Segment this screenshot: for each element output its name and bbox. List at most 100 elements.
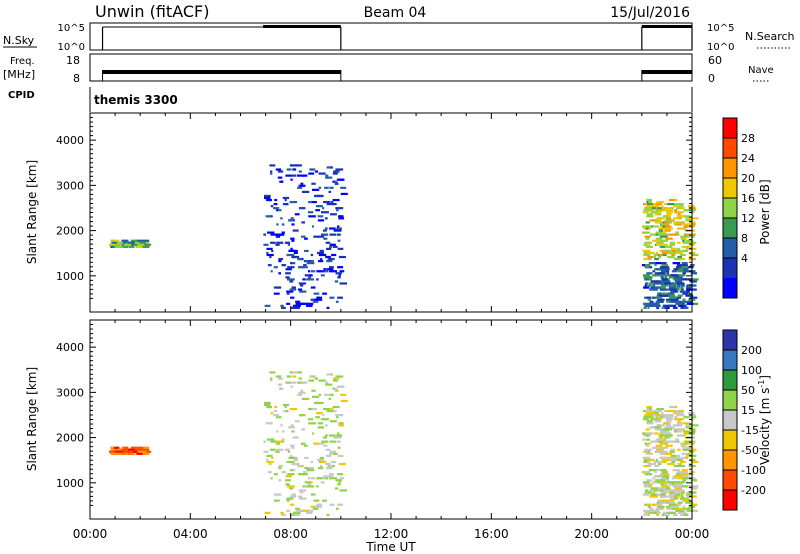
velocity-echo bbox=[663, 430, 670, 433]
velocity-echo bbox=[286, 499, 290, 502]
velocity-echo bbox=[683, 416, 689, 419]
velocity-echo bbox=[657, 505, 665, 508]
velocity-echo bbox=[288, 456, 296, 460]
power-echo bbox=[137, 239, 144, 242]
velocity-echo bbox=[666, 428, 673, 431]
velocity-echo bbox=[306, 509, 314, 512]
velocity-echo bbox=[323, 475, 327, 478]
power-echo bbox=[645, 249, 651, 253]
velocity-echo bbox=[295, 371, 302, 374]
velocity-echo bbox=[319, 477, 324, 480]
velocity-echo bbox=[336, 440, 341, 443]
power-echo bbox=[665, 225, 672, 228]
power-echo bbox=[685, 294, 693, 297]
velocity-echo bbox=[335, 414, 344, 417]
power-echo bbox=[263, 233, 267, 236]
velocity-echo bbox=[646, 458, 655, 462]
velocity-echo bbox=[661, 458, 669, 462]
velocity-echo bbox=[332, 452, 338, 455]
power-echo bbox=[660, 249, 669, 253]
power-echo bbox=[278, 259, 282, 263]
velocity-echo bbox=[656, 407, 665, 411]
velocity-echo bbox=[668, 495, 677, 498]
velocity-echo bbox=[668, 501, 676, 504]
velocity-echo bbox=[664, 428, 670, 431]
velocity-echo bbox=[643, 513, 647, 516]
power-echo bbox=[316, 235, 325, 238]
velocity-echo bbox=[671, 456, 676, 460]
velocity-echo bbox=[663, 414, 668, 417]
velocity-echo bbox=[325, 462, 331, 466]
velocity-echo bbox=[677, 414, 685, 417]
power-echo bbox=[114, 243, 123, 246]
power-echo bbox=[674, 286, 681, 289]
velocity-colorbar-label-main: Velocity [m s bbox=[758, 388, 772, 465]
x-axis-title: Time UT bbox=[365, 540, 416, 554]
power-echo bbox=[649, 300, 654, 303]
power-echo bbox=[656, 243, 664, 246]
velocity-echo bbox=[275, 450, 280, 453]
power-echo bbox=[691, 223, 696, 226]
velocity-echo bbox=[129, 452, 132, 455]
power-echo bbox=[332, 180, 335, 183]
velocity-echo bbox=[322, 477, 326, 480]
power-echo bbox=[277, 176, 283, 179]
power-echo bbox=[315, 194, 324, 198]
velocity-echo bbox=[301, 381, 308, 384]
velocity-echo bbox=[654, 471, 657, 474]
power-echo bbox=[655, 237, 663, 240]
power-echo bbox=[316, 251, 325, 255]
power-echo bbox=[665, 227, 673, 230]
power-echo bbox=[683, 223, 689, 226]
nsky-label: N.Sky bbox=[3, 34, 35, 47]
velocity-echo bbox=[686, 430, 692, 433]
power-echo bbox=[649, 276, 653, 279]
power-echo bbox=[316, 278, 319, 281]
velocity-echo bbox=[117, 448, 122, 451]
power-y-ticks: 4000 3000 2000 1000 bbox=[56, 117, 692, 299]
power-echo bbox=[646, 205, 654, 208]
power-echo bbox=[680, 286, 684, 289]
velocity-colorbar-cell bbox=[723, 490, 737, 511]
power-echo bbox=[110, 239, 114, 242]
velocity-echo bbox=[319, 456, 324, 460]
power-echo bbox=[137, 243, 144, 246]
velocity-echo bbox=[644, 442, 648, 445]
power-echo bbox=[290, 164, 298, 167]
power-echo bbox=[660, 276, 664, 279]
power-echo bbox=[691, 278, 699, 281]
velocity-echo bbox=[128, 448, 136, 451]
power-echo bbox=[657, 274, 666, 277]
power-echo bbox=[333, 170, 340, 173]
velocity-echo bbox=[656, 511, 661, 514]
power-echo bbox=[676, 300, 684, 303]
velocity-echo bbox=[664, 481, 670, 484]
power-colorbar-cell bbox=[723, 218, 737, 239]
power-echo bbox=[663, 207, 668, 210]
power-echo bbox=[270, 170, 273, 173]
power-echo bbox=[329, 186, 334, 189]
power-echo bbox=[328, 266, 334, 269]
power-echo bbox=[277, 170, 284, 173]
velocity-colorbar-cell bbox=[723, 390, 737, 411]
power-echo bbox=[273, 266, 278, 269]
velocity-echo bbox=[329, 393, 334, 396]
power-echo bbox=[672, 282, 679, 285]
velocity-echo bbox=[657, 479, 665, 482]
power-echo bbox=[643, 302, 650, 305]
power-echo bbox=[319, 249, 324, 253]
power-echo bbox=[669, 219, 674, 222]
power-echo bbox=[280, 180, 284, 183]
power-echo bbox=[123, 243, 132, 246]
velocity-echo bbox=[676, 412, 681, 415]
power-echo bbox=[689, 280, 696, 283]
power-echo bbox=[291, 255, 299, 259]
power-y-tick-label: 3000 bbox=[56, 179, 84, 192]
velocity-echo bbox=[318, 393, 322, 396]
nsky-panel: N.Sky 10^5 10^0 10^5 10^0 N.Search bbox=[3, 22, 795, 53]
velocity-echo bbox=[316, 485, 319, 488]
velocity-echo bbox=[647, 442, 651, 445]
velocity-echo bbox=[649, 485, 652, 488]
velocity-echo bbox=[649, 473, 653, 476]
power-echo bbox=[273, 292, 280, 295]
